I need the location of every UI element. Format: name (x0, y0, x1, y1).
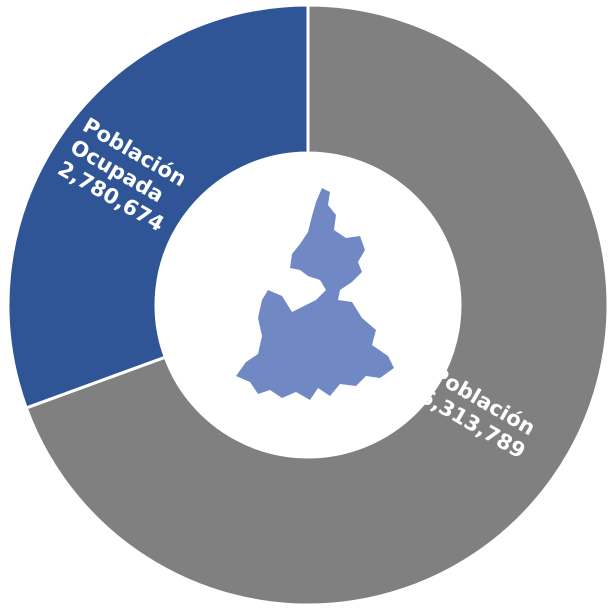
slice (6, 3, 310, 410)
state-map (236, 188, 394, 400)
slice (24, 3, 609, 607)
